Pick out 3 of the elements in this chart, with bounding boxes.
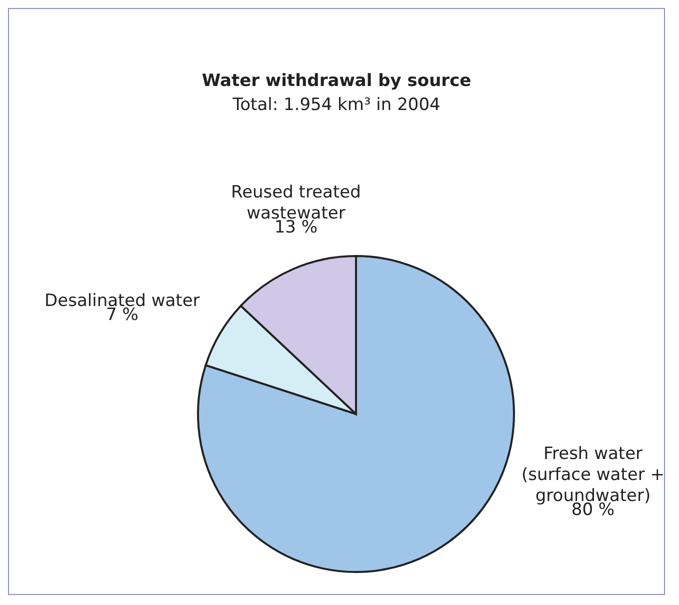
chart-title: Water withdrawal by source xyxy=(200,71,472,91)
slice-label: Fresh water (surface water + groundwater) xyxy=(522,444,664,506)
chart-subtitle: Total: 1.954 km³ in 2004 xyxy=(232,95,442,115)
